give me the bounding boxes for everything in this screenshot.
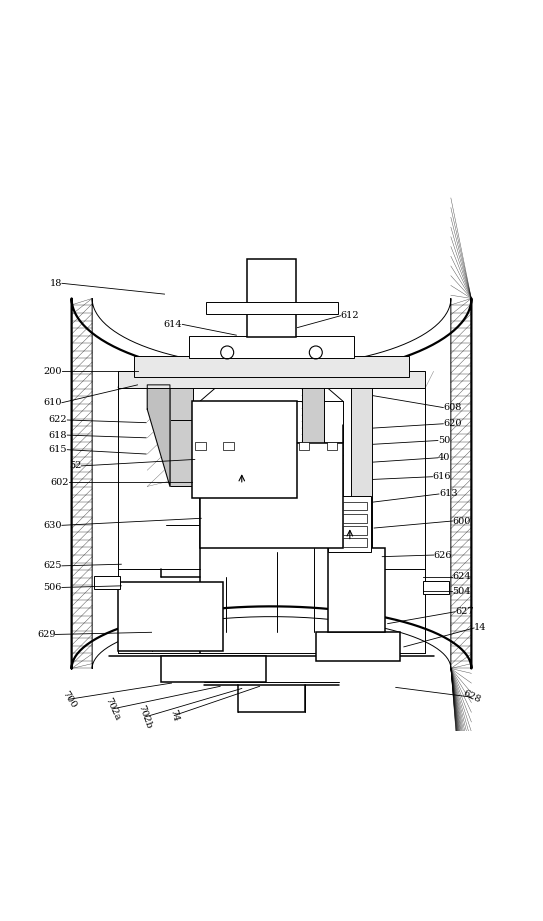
Bar — [117, 581, 223, 650]
Bar — [170, 371, 193, 420]
Bar — [328, 495, 371, 553]
Bar — [328, 495, 371, 553]
Polygon shape — [147, 385, 170, 486]
Text: 700: 700 — [60, 689, 78, 709]
Bar — [326, 441, 337, 449]
Text: 630: 630 — [43, 521, 62, 530]
Text: 618: 618 — [49, 431, 67, 439]
Text: 624: 624 — [452, 572, 471, 581]
Bar — [343, 527, 367, 535]
Polygon shape — [72, 298, 471, 669]
Bar — [351, 383, 372, 653]
Text: 702a: 702a — [103, 696, 122, 722]
Text: 600: 600 — [452, 517, 471, 526]
Text: 615: 615 — [49, 445, 67, 454]
Text: 625: 625 — [43, 561, 62, 570]
Text: 620: 620 — [443, 419, 462, 428]
Bar — [423, 581, 449, 594]
Text: 74: 74 — [168, 708, 180, 723]
Text: 610: 610 — [43, 398, 62, 407]
Bar — [161, 656, 266, 682]
Bar — [343, 514, 367, 522]
Text: 504: 504 — [452, 587, 471, 596]
Bar — [170, 419, 193, 486]
Text: 602: 602 — [50, 478, 69, 486]
Bar — [299, 441, 310, 449]
Text: 612: 612 — [340, 311, 359, 321]
Bar — [190, 336, 354, 358]
Bar — [223, 441, 233, 449]
Text: 613: 613 — [439, 489, 458, 498]
Text: 200: 200 — [43, 367, 62, 376]
Bar — [343, 502, 367, 510]
Bar — [238, 684, 305, 712]
Bar — [117, 371, 426, 388]
Bar — [328, 548, 385, 632]
Text: 616: 616 — [432, 472, 451, 481]
Bar — [94, 576, 120, 589]
Bar — [200, 443, 343, 548]
Bar — [316, 632, 400, 661]
Bar — [134, 356, 409, 377]
Bar — [343, 538, 367, 547]
Text: 506: 506 — [43, 583, 62, 592]
Text: 628: 628 — [461, 689, 482, 705]
Text: 702b: 702b — [136, 704, 153, 730]
Text: 622: 622 — [49, 415, 67, 425]
Text: 40: 40 — [438, 453, 450, 462]
Text: 52: 52 — [69, 461, 81, 471]
Text: 626: 626 — [433, 551, 452, 560]
Bar — [161, 656, 266, 682]
Bar — [247, 259, 296, 337]
Text: 629: 629 — [37, 630, 55, 639]
Bar — [192, 401, 297, 498]
Bar — [195, 441, 206, 449]
Bar — [206, 302, 338, 313]
Text: 50: 50 — [438, 436, 450, 445]
Text: 18: 18 — [49, 279, 62, 287]
Bar — [302, 370, 324, 486]
Text: 614: 614 — [164, 320, 182, 329]
Text: 608: 608 — [443, 403, 462, 412]
Text: 14: 14 — [474, 624, 487, 633]
Text: 627: 627 — [455, 607, 474, 616]
